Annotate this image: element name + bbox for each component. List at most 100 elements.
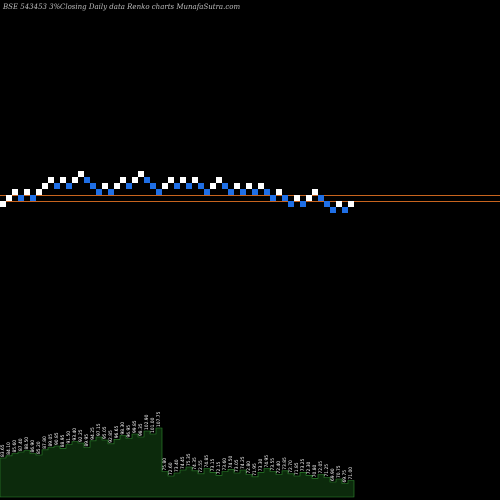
- volume-label: 73.15: [210, 458, 216, 471]
- renko-brick-down: [282, 195, 288, 201]
- renko-brick-up: [258, 183, 264, 189]
- volume-label: 98.35: [138, 423, 144, 436]
- volume-label: 74.50: [228, 455, 234, 468]
- renko-brick-up: [276, 189, 282, 195]
- renko-brick-down: [96, 189, 102, 195]
- renko-brick-down: [186, 183, 192, 189]
- volume-label: 72.40: [276, 461, 282, 474]
- renko-brick-down: [156, 189, 162, 195]
- volume-label: 71.25: [324, 464, 330, 477]
- renko-brick-down: [174, 183, 180, 189]
- renko-brick-up: [48, 177, 54, 183]
- volume-label: 72.15: [216, 461, 222, 474]
- volume-label: 73.25: [300, 458, 306, 471]
- renko-brick-up: [102, 183, 108, 189]
- renko-brick-down: [84, 177, 90, 183]
- volume-label: 84.10: [6, 442, 12, 455]
- volume-label: 85.20: [36, 441, 42, 454]
- volume-label: 88.95: [60, 434, 66, 447]
- volume-label: 96.95: [126, 425, 132, 438]
- volume-label: 73.40: [174, 459, 180, 472]
- renko-brick-down: [318, 195, 324, 201]
- renko-brick-down: [300, 201, 306, 207]
- volume-label: 92.85: [108, 430, 114, 443]
- renko-brick-up: [78, 171, 84, 177]
- volume-label: 72.60: [168, 462, 174, 475]
- volume-label: 71.85: [294, 462, 300, 475]
- reference-lines: [0, 195, 500, 202]
- renko-brick-down: [270, 195, 276, 201]
- renko-brick-down: [150, 183, 156, 189]
- renko-brick-up: [216, 177, 222, 183]
- renko-brick-up: [42, 183, 48, 189]
- renko-brick-up: [12, 189, 18, 195]
- renko-brick-up: [294, 195, 300, 201]
- renko-brick-up: [120, 177, 126, 183]
- volume-panel: [0, 427, 355, 498]
- renko-bricks: [0, 171, 354, 213]
- renko-brick-up: [210, 183, 216, 189]
- volume-label: 83.65: [0, 444, 6, 457]
- volume-label: 75.80: [162, 458, 168, 471]
- volume-label: 69.90: [330, 468, 336, 481]
- volume-label: 88.50: [24, 437, 30, 450]
- renko-brick-up: [162, 183, 168, 189]
- renko-brick-down: [204, 189, 210, 195]
- renko-brick-down: [90, 183, 96, 189]
- volume-label: 89.05: [48, 434, 54, 447]
- volume-label: 74.95: [264, 455, 270, 468]
- renko-brick-up: [246, 183, 252, 189]
- renko-brick-up: [336, 201, 342, 207]
- volume-label: 72.55: [198, 460, 204, 473]
- renko-brick-up: [0, 201, 6, 207]
- volume-label: 107.75: [156, 411, 162, 427]
- volume-label: 86.90: [30, 440, 36, 453]
- volume-area: [0, 427, 355, 498]
- chart-header-left: BSE 543453 3%: [2, 3, 61, 11]
- volume-label: 93.40: [72, 428, 78, 441]
- volume-label: 102.90: [144, 414, 150, 430]
- volume-label: 97.15: [96, 423, 102, 436]
- renko-brick-down: [288, 201, 294, 207]
- volume-labels: 83.65 84.10 85.60 87.40 88.50 86.90 85.20 87.80…: [0, 411, 354, 482]
- volume-label: 72.70: [288, 460, 294, 473]
- renko-brick-down: [126, 183, 132, 189]
- volume-label: 70.75: [336, 465, 342, 478]
- volume-label: 74.25: [240, 456, 246, 469]
- renko-brick-down: [144, 177, 150, 183]
- renko-brick-down: [264, 189, 270, 195]
- volume-label: 71.00: [348, 467, 354, 480]
- volume-label: 92.25: [78, 429, 84, 442]
- volume-label: 74.85: [204, 455, 210, 468]
- volume-label: 74.35: [192, 457, 198, 470]
- volume-label: 73.05: [234, 459, 240, 472]
- renko-brick-down: [240, 189, 246, 195]
- volume-label: 73.30: [258, 458, 264, 471]
- renko-brick-down: [222, 183, 228, 189]
- volume-label: 72.30: [306, 461, 312, 474]
- renko-brick-up: [60, 177, 66, 183]
- renko-brick-up: [6, 195, 12, 201]
- renko-brick-down: [66, 183, 72, 189]
- renko-brick-down: [198, 183, 204, 189]
- renko-brick-down: [54, 183, 60, 189]
- renko-brick-down: [228, 189, 234, 195]
- volume-label: 73.60: [222, 458, 228, 471]
- volume-label: 73.55: [270, 458, 276, 471]
- renko-brick-up: [72, 177, 78, 183]
- volume-label: 101.00: [150, 417, 156, 433]
- volume-label: 70.80: [312, 464, 318, 477]
- renko-brick-up: [192, 177, 198, 183]
- renko-brick-down: [30, 195, 36, 201]
- volume-label: 73.85: [282, 457, 288, 470]
- renko-brick-up: [312, 189, 318, 195]
- volume-label: 90.85: [54, 432, 60, 445]
- renko-brick-up: [114, 183, 120, 189]
- volume-label: 85.60: [12, 440, 18, 453]
- volume-label: 74.45: [180, 456, 186, 469]
- volume-label: 75.35: [186, 453, 192, 466]
- volume-label: 71.95: [252, 463, 258, 476]
- renko-brick-up: [234, 183, 240, 189]
- volume-label: 87.40: [18, 438, 24, 451]
